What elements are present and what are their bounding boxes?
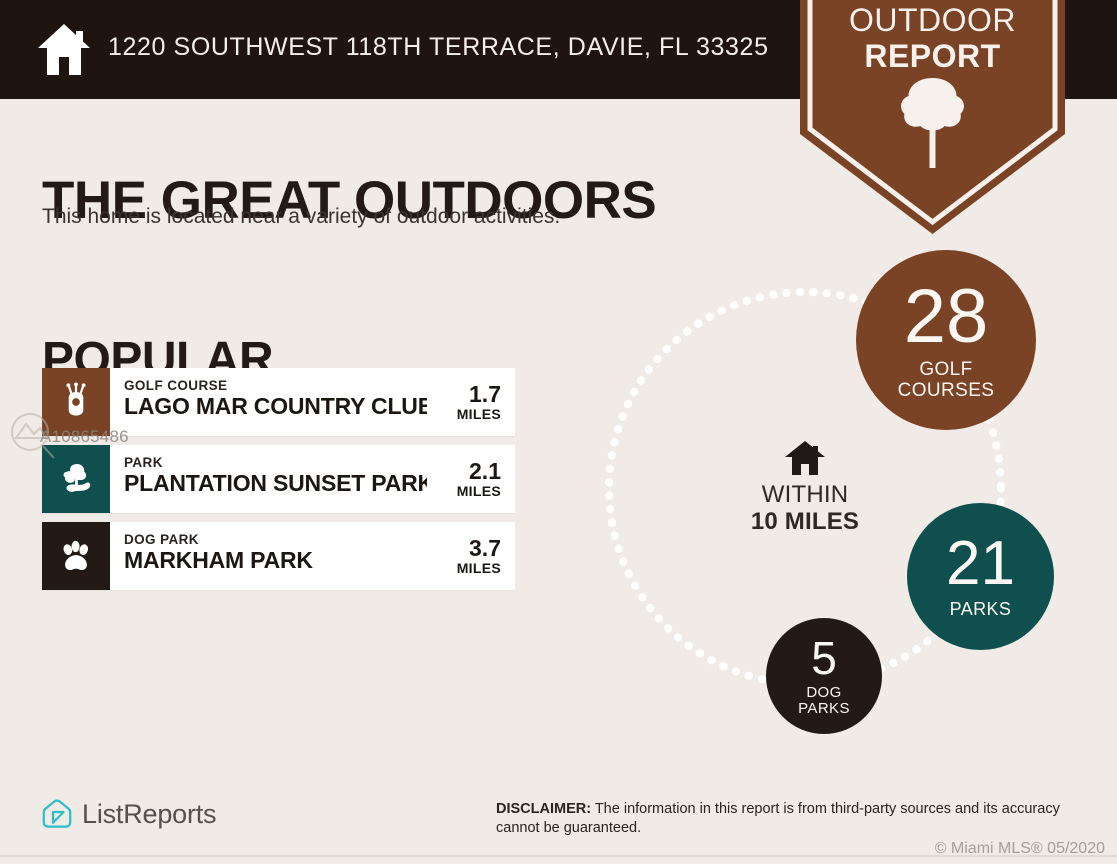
house-icon (784, 440, 826, 476)
list-item[interactable]: GOLF COURSE LAGO MAR COUNTRY CLUB 1.7 MI… (42, 368, 515, 436)
distance-unit: MILES (456, 406, 501, 422)
distance-value: 2.1 (469, 458, 501, 484)
page-title: THE GREAT OUTDOORS (42, 170, 657, 230)
stat-count: 5 (811, 632, 837, 684)
popular-list: GOLF COURSE LAGO MAR COUNTRY CLUB 1.7 MI… (42, 368, 515, 599)
paw-print-icon (42, 522, 110, 590)
page-subtitle: This home is located near a variety of o… (42, 205, 561, 228)
listreports-logo[interactable]: ListReports (40, 797, 217, 831)
stat-count: 21 (946, 529, 1015, 598)
listreports-logo-text: ListReports (82, 798, 217, 829)
stat-label-line-1: GOLF (919, 359, 973, 380)
tree-icon (901, 78, 964, 168)
house-icon (36, 22, 92, 77)
distance-unit: MILES (456, 483, 501, 499)
stat-label: DOG PARKS (798, 685, 850, 717)
list-item-name: MARKHAM PARK (124, 547, 313, 573)
park-trees-icon (42, 445, 110, 513)
diagram-center-line-1: WITHIN (761, 481, 849, 508)
disclaimer-label: DISCLAIMER: (496, 801, 592, 817)
list-item-body: PARK PLANTATION SUNSET PARK (110, 445, 427, 513)
list-item-name: PLANTATION SUNSET PARK (124, 470, 427, 496)
distance-value: 3.7 (469, 535, 501, 561)
footer-divider (0, 855, 1117, 857)
badge-line-1: OUTDOOR (848, 2, 1017, 38)
property-address: 1220 SOUTHWEST 118TH TERRACE, DAVIE, FL … (108, 33, 769, 61)
diagram-center-line-2: 10 MILES (750, 508, 860, 535)
disclaimer: DISCLAIMER: The information in this repo… (496, 800, 1086, 838)
list-item-body: GOLF COURSE LAGO MAR COUNTRY CLUB (110, 368, 427, 436)
within-10-miles-diagram: WITHIN 10 MILES 28 GOLF COURSES 21 PARKS… (560, 240, 1117, 760)
stat-count: 28 (903, 274, 989, 359)
distance-value: 1.7 (469, 381, 501, 407)
copyright-notice: © Miami MLS® 05/2020 (934, 840, 1105, 857)
list-item[interactable]: DOG PARK MARKHAM PARK 3.7 MILES (42, 522, 515, 590)
list-item[interactable]: PARK PLANTATION SUNSET PARK 2.1 MILES (42, 445, 515, 513)
disclaimer-text: The information in this report is from t… (496, 801, 1060, 836)
stat-bubble-golf-courses[interactable]: 28 GOLF COURSES (856, 250, 1036, 430)
list-item-distance: 3.7 MILES (427, 536, 515, 576)
stat-label-line-2: PARKS (798, 700, 850, 717)
stat-label: GOLF COURSES (898, 359, 995, 401)
badge-text: OUTDOOR REPORT (800, 2, 1065, 74)
stat-bubble-parks[interactable]: 21 PARKS (907, 503, 1054, 650)
diagram-center: WITHIN 10 MILES (730, 440, 880, 536)
list-item-category: PARK (124, 455, 163, 470)
stat-label-line-2: COURSES (897, 380, 995, 401)
list-item-distance: 1.7 MILES (427, 382, 515, 422)
stat-label: PARKS (949, 599, 1012, 619)
list-item-category: DOG PARK (124, 532, 199, 547)
outdoor-report-badge: OUTDOOR REPORT (800, 0, 1065, 234)
distance-unit: MILES (456, 560, 501, 576)
list-item-category: GOLF COURSE (124, 378, 228, 393)
stat-label-line-1: DOG (806, 684, 842, 701)
list-item-name: LAGO MAR COUNTRY CLUB (124, 393, 427, 419)
list-item-distance: 2.1 MILES (427, 459, 515, 499)
golf-bag-icon (42, 368, 110, 436)
listreports-house-icon (40, 797, 74, 831)
list-item-body: DOG PARK MARKHAM PARK (110, 522, 427, 590)
stat-bubble-dog-parks[interactable]: 5 DOG PARKS (766, 618, 882, 734)
badge-line-2: REPORT (864, 38, 1001, 74)
